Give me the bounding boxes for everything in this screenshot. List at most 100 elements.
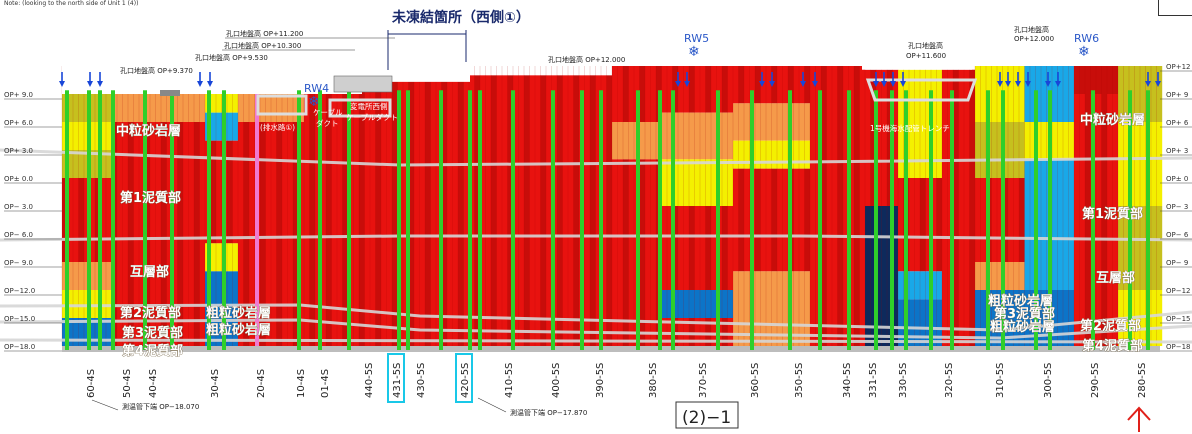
right-elevation-label: OP+12: [1166, 63, 1191, 71]
temperature-cell: [1008, 122, 1014, 178]
temperature-cell: [953, 69, 959, 346]
borehole-id[interactable]: 20-4S: [256, 369, 267, 398]
temperature-cell: [1123, 206, 1130, 290]
temperature-cell: [276, 122, 283, 346]
borehole-id[interactable]: 440-5S: [364, 363, 375, 398]
borehole-label: 350-5S: [794, 363, 805, 398]
temperature-cell: [238, 122, 244, 346]
temperature-cell: [474, 75, 481, 346]
temperature-cell: [755, 66, 761, 104]
borehole-id[interactable]: 10-4S: [296, 369, 307, 398]
borehole-id[interactable]: 300-5S: [1043, 363, 1054, 398]
down-arrow-icon: [881, 72, 887, 87]
borehole-id[interactable]: 320-5S: [944, 363, 955, 398]
temperature-cell: [854, 66, 860, 346]
temperature-cell: [1030, 159, 1036, 290]
borehole-id[interactable]: 40-4S: [148, 369, 159, 398]
temperature-cell: [760, 140, 767, 169]
temperature-cell: [722, 290, 728, 318]
borehole-id[interactable]: 380-5S: [648, 363, 659, 398]
temperature-cell: [727, 112, 734, 160]
down-arrow-icon: [207, 72, 213, 87]
temperature-cell: [282, 122, 288, 346]
temperature-cell: [799, 271, 805, 346]
temperature-cell: [1118, 66, 1124, 122]
temperature-cell: [216, 271, 222, 346]
borehole-id[interactable]: 290-5S: [1090, 363, 1101, 398]
temperature-cell: [738, 271, 745, 346]
temperature-cell: [991, 66, 998, 122]
top-annotations: 孔口地盤高 OP+11.200 孔口地盤高 OP+10.300 孔口地盤高 OP+9…: [59, 25, 1161, 110]
temperature-cell: [804, 168, 811, 272]
down-arrow-icon: [1155, 72, 1161, 87]
measurement-pipe: [397, 90, 401, 351]
borehole-id[interactable]: 310-5S: [995, 363, 1006, 398]
temperature-cell: [1156, 66, 1163, 122]
temperature-cell: [67, 290, 74, 318]
borehole-id[interactable]: 01-4S: [320, 369, 331, 398]
temperature-cell: [612, 159, 618, 346]
temperature-cell: [705, 66, 712, 113]
borehole-id[interactable]: 50-4S: [122, 369, 133, 398]
borehole-id[interactable]: 350-5S: [794, 363, 805, 398]
temperature-cell: [683, 206, 690, 290]
temperature-cell: [1041, 290, 1047, 346]
temperature-cell: [667, 290, 673, 318]
geologic-layer-label: 第3泥質部: [122, 325, 183, 341]
temperature-cell: [1002, 122, 1009, 178]
borehole-id[interactable]: 30-4S: [210, 369, 221, 398]
temperature-cell: [672, 290, 679, 318]
borehole-id[interactable]: 410-5S: [504, 363, 515, 398]
temperature-cell: [436, 75, 442, 346]
temperature-cell: [733, 168, 739, 272]
temperature-cell: [804, 103, 811, 141]
temperature-cell: [128, 122, 134, 346]
temperature-cell: [518, 75, 525, 346]
borehole-id[interactable]: 370-5S: [698, 363, 709, 398]
borehole-label: 60-4S: [86, 369, 97, 398]
borehole-id[interactable]: 280-5S: [1137, 363, 1148, 398]
temperature-cell: [232, 271, 239, 346]
down-arrow-icon: [1015, 72, 1021, 87]
right-elevation-label: OP− 9: [1166, 259, 1188, 267]
temperature-cell: [331, 75, 338, 346]
borehole-id[interactable]: 331-5S: [868, 363, 879, 398]
temperature-cell: [1013, 290, 1020, 346]
borehole-id[interactable]: 330-5S: [898, 363, 909, 398]
temperature-cell: [100, 94, 107, 122]
temperature-cell: [694, 159, 701, 206]
temperature-cell: [804, 66, 811, 104]
temperature-cell: [639, 66, 646, 122]
temperature-cell: [524, 75, 530, 346]
measurement-pipe: [950, 90, 954, 351]
temperature-cell: [128, 94, 134, 122]
right-elevation-label: OP+ 3: [1166, 147, 1188, 155]
temperature-cell: [227, 112, 233, 141]
temperature-cell: [150, 94, 156, 122]
borehole-label: 330-5S: [898, 363, 909, 398]
temperature-cell: [650, 159, 657, 346]
layer-boundary: [0, 338, 1192, 344]
temperature-cell: [755, 140, 761, 169]
snowflake-icon: ❄: [1078, 44, 1090, 60]
borehole-id[interactable]: 420-5S: [455, 353, 473, 403]
borehole-id[interactable]: 390-5S: [595, 363, 606, 398]
temperature-cell: [1035, 159, 1042, 290]
temperature-cell: [975, 178, 981, 262]
temperature-cell: [931, 69, 937, 178]
temperature-cell: [584, 75, 591, 346]
temperature-cell: [1123, 66, 1130, 122]
borehole-id[interactable]: 400-5S: [551, 363, 562, 398]
elevation-label: OP−12.0: [4, 287, 35, 295]
borehole-id[interactable]: 430-5S: [416, 363, 427, 398]
temperature-cell: [227, 271, 233, 346]
borehole-id[interactable]: 360-5S: [750, 363, 761, 398]
borehole-id[interactable]: 431-5S: [387, 353, 405, 403]
borehole-id[interactable]: 60-4S: [86, 369, 97, 398]
temperature-cell: [95, 290, 101, 318]
measurement-pipe: [580, 90, 584, 351]
borehole-id[interactable]: 340-5S: [842, 363, 853, 398]
diagram-title: 未凍結箇所（西側①）: [392, 9, 530, 26]
temperature-cell: [1063, 122, 1069, 160]
temperature-cell: [722, 66, 728, 113]
